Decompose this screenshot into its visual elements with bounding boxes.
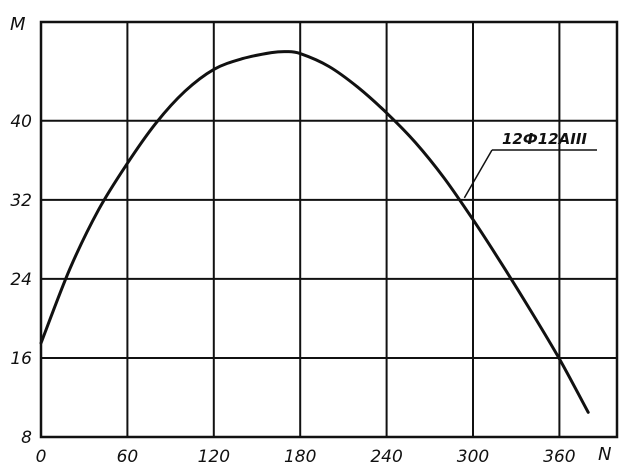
y-tick-label: 24 (10, 270, 32, 290)
x-tick-label: 60 (117, 447, 139, 467)
grid-lines (41, 22, 617, 437)
x-tick-label: 360 (543, 447, 575, 467)
series-line (39, 50, 590, 414)
y-axis-label: M (10, 14, 26, 35)
y-tick-label: 32 (10, 191, 32, 211)
x-tick-label: 0 (36, 447, 47, 467)
annotation-leader-line (463, 149, 493, 199)
y-tick-label: 40 (10, 112, 32, 132)
annotation-group: 12Ф12АIII (463, 130, 597, 199)
y-tick-labels: 8 16 24 32 40 (10, 112, 32, 448)
x-tick-labels: 0 60 120 180 240 300 360 (36, 447, 576, 467)
series-group (39, 50, 590, 414)
x-tick-label: 120 (198, 447, 230, 467)
annotation-label: 12Ф12АIII (502, 130, 587, 148)
y-tick-label: 8 (21, 428, 32, 448)
x-tick-label: 300 (457, 447, 489, 467)
y-tick-label: 16 (10, 349, 32, 369)
x-tick-label: 240 (370, 447, 402, 467)
plot-border (39, 20, 619, 439)
x-tick-label: 180 (284, 447, 316, 467)
x-axis-label: N (598, 444, 611, 465)
